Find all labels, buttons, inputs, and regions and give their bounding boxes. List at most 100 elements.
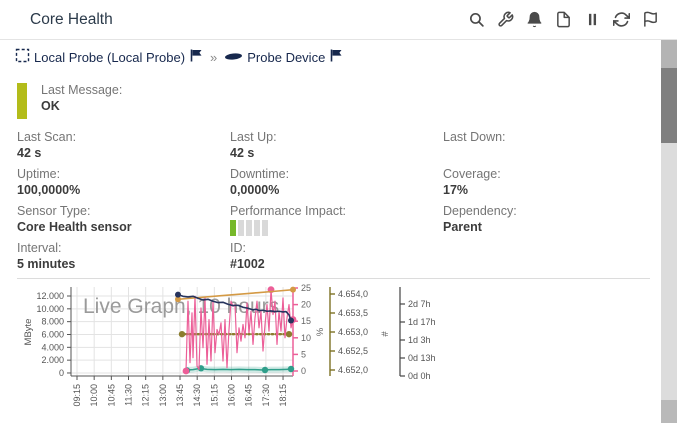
svg-text:MByte: MByte (23, 319, 34, 346)
svg-text:10:00: 10:00 (89, 384, 99, 407)
series-teal-low-marker (287, 365, 295, 373)
pause-icon (588, 13, 597, 26)
svg-text:4.652,0: 4.652,0 (338, 365, 368, 375)
svg-text:4.653,0: 4.653,0 (338, 327, 368, 337)
svg-text:4.654,0: 4.654,0 (338, 289, 368, 299)
last-message-label: Last Message: (41, 83, 123, 97)
field-value (443, 145, 652, 161)
svg-text:12.000: 12.000 (36, 291, 64, 301)
impact-bar-inactive (254, 220, 260, 236)
live-graph[interactable]: Live Graph, 10 hours 12.000 10.000 8.000 6.0… (20, 284, 460, 420)
impact-bar-inactive (238, 220, 244, 236)
field-value: Parent (443, 220, 482, 234)
svg-text:10:45: 10:45 (106, 384, 116, 407)
performance-impact-bars (230, 220, 443, 236)
scrollbar-upper-segment[interactable] (661, 40, 677, 68)
series-teal-low-marker (261, 366, 269, 374)
refresh-button[interactable] (613, 11, 631, 29)
series-count-constant-marker (178, 330, 186, 338)
svg-text:14:30: 14:30 (192, 384, 202, 407)
field-label: Last Up: (230, 130, 277, 144)
field-label: Coverage: (443, 167, 501, 181)
series-pink-volatile-marker (182, 367, 190, 375)
bell-icon (527, 11, 542, 28)
field-id: ID: #1002 (230, 241, 443, 278)
svg-text:0d 13h: 0d 13h (408, 353, 436, 363)
svg-text:12:15: 12:15 (141, 384, 151, 407)
field-sensor-type: Sensor Type: Core Health sensor (17, 204, 230, 241)
last-message-value: OK (41, 99, 60, 113)
svg-text:10.000: 10.000 (36, 304, 64, 314)
field-performance-impact: Performance Impact: (230, 204, 443, 241)
field-value: Core Health sensor (17, 220, 132, 234)
flag-icon (644, 11, 657, 27)
breadcrumb: Local Probe (Local Probe) » Probe Device (15, 48, 343, 66)
svg-text:10: 10 (301, 333, 311, 343)
scrollbar-lower-segment[interactable] (661, 400, 677, 423)
field-label: Sensor Type: (17, 204, 91, 218)
scrollbar[interactable] (661, 40, 677, 423)
impact-bar-inactive (246, 220, 252, 236)
priority-flag-icon (189, 48, 203, 66)
device-icon (224, 50, 243, 65)
svg-text:15: 15 (301, 316, 311, 326)
svg-text:18:15: 18:15 (278, 384, 288, 407)
series-orange-rising-marker (175, 296, 181, 303)
notifications-button[interactable] (526, 11, 544, 29)
svg-text:15:15: 15:15 (209, 384, 219, 407)
svg-text:11:30: 11:30 (124, 384, 134, 406)
report-button[interactable] (555, 11, 573, 29)
svg-text:13:00: 13:00 (158, 384, 168, 407)
field-uptime: Uptime: 100,0000% (17, 167, 230, 204)
field-interval: Interval: 5 minutes (17, 241, 230, 278)
wrench-icon (498, 11, 514, 27)
field-label: Uptime: (17, 167, 61, 181)
svg-text:6.000: 6.000 (41, 329, 64, 339)
live-graph-svg[interactable]: Live Graph, 10 hours12.00010.0008.0006.0… (20, 284, 460, 420)
svg-text:%: % (315, 327, 326, 336)
svg-text:1d 17h: 1d 17h (408, 317, 436, 327)
field-value: 42 s (230, 146, 255, 160)
flag-button[interactable] (642, 11, 660, 29)
pause-button[interactable] (584, 11, 602, 29)
last-message: Last Message: OK (41, 83, 122, 114)
section-divider (17, 278, 650, 279)
search-button[interactable] (468, 11, 486, 29)
series-orange-rising-marker (290, 286, 296, 293)
svg-text:2d 7h: 2d 7h (408, 299, 431, 309)
svg-text:5: 5 (301, 349, 306, 359)
field-value: 100,0000% (17, 183, 81, 197)
header-toolbar (468, 11, 660, 29)
series-count-constant-marker (285, 330, 293, 338)
header: Core Health (0, 0, 677, 40)
field-coverage: Coverage: 17% (443, 167, 652, 204)
svg-text:0d 0h: 0d 0h (408, 371, 431, 381)
settings-button[interactable] (497, 11, 515, 29)
field-label: Last Down: (443, 130, 506, 144)
scrollbar-thumb[interactable] (661, 68, 677, 143)
field-last-up: Last Up: 42 s (230, 130, 443, 167)
status-indicator-bar (17, 83, 27, 119)
series-navy-declining (177, 293, 292, 322)
svg-text:17:30: 17:30 (261, 384, 271, 407)
field-value: 17% (443, 183, 469, 197)
refresh-icon (613, 12, 630, 27)
priority-flag-icon (329, 48, 343, 66)
field-value: 42 s (17, 146, 42, 160)
field-label: Last Scan: (17, 130, 77, 144)
breadcrumb-probe-link[interactable]: Local Probe (Local Probe) (34, 49, 186, 65)
breadcrumb-device-link[interactable]: Probe Device (247, 49, 326, 65)
field-label: Interval: (17, 241, 62, 255)
svg-text:4.653,5: 4.653,5 (338, 308, 368, 318)
svg-text:09:15: 09:15 (72, 384, 82, 407)
svg-text:16:00: 16:00 (227, 384, 237, 407)
search-icon (469, 12, 484, 27)
svg-text:1d 3h: 1d 3h (408, 335, 431, 345)
svg-text:0: 0 (59, 368, 64, 378)
impact-bar-inactive (262, 220, 268, 236)
field-dependency: Dependency: Parent (443, 204, 652, 241)
field-label: Performance Impact: (230, 204, 347, 218)
field-label: ID: (230, 241, 246, 255)
status-block: Last Message: OK (17, 83, 122, 119)
